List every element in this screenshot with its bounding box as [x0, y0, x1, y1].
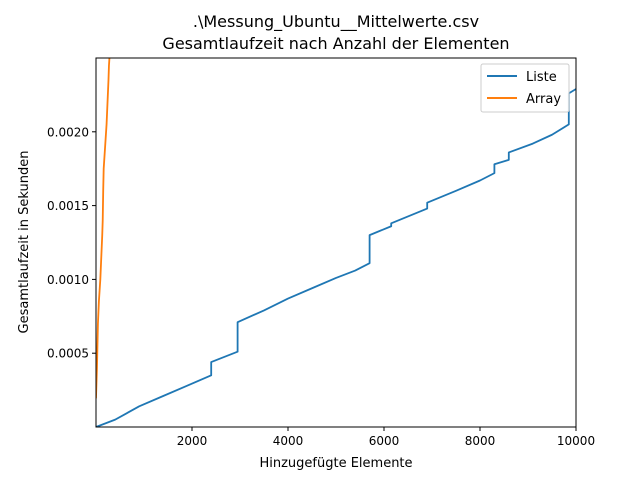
- series-line-array: [96, 58, 111, 399]
- legend-label-liste: Liste: [526, 70, 557, 85]
- y-tick-label: 0.0015: [47, 199, 89, 213]
- x-axis-label: Hinzugefügte Elemente: [259, 456, 412, 471]
- y-tick-label: 0.0010: [47, 273, 89, 287]
- y-axis-ticks: 0.0005 0.0010 0.0015 0.0020: [47, 125, 96, 361]
- x-tick-label: 2000: [177, 434, 208, 448]
- chart-title-line-2: Gesamtlaufzeit nach Anzahl der Elementen: [162, 34, 509, 53]
- x-tick-label: 6000: [369, 434, 400, 448]
- y-tick-label: 0.0020: [47, 125, 89, 139]
- y-axis-label: Gesamtlaufzeit in Sekunden: [17, 151, 32, 334]
- chart-title-line-1: .\Messung_Ubuntu__Mittelwerte.csv: [193, 12, 479, 32]
- series-line-liste: [96, 87, 576, 427]
- x-tick-label: 10000: [557, 434, 595, 448]
- legend: Liste Array: [480, 63, 570, 113]
- x-tick-label: 8000: [465, 434, 496, 448]
- plot-frame: [95, 57, 577, 428]
- legend-label-array: Array: [526, 92, 561, 107]
- x-axis-ticks: 2000 4000 6000 8000 10000: [177, 427, 595, 448]
- series-layer: [96, 58, 576, 427]
- x-tick-label: 4000: [273, 434, 304, 448]
- y-tick-label: 0.0005: [47, 347, 89, 361]
